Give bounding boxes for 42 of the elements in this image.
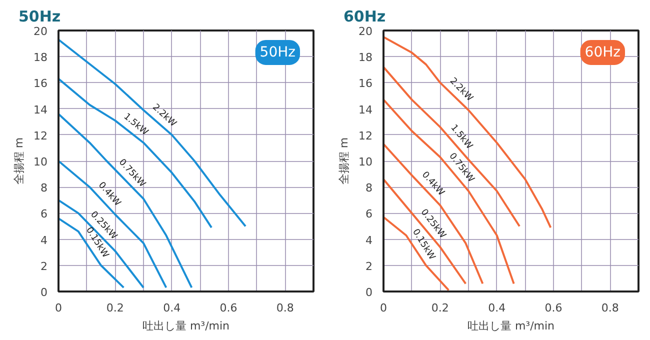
y-tick-label: 16 — [358, 77, 373, 90]
y-tick-label: 8 — [366, 182, 372, 195]
y-tick-label: 12 — [358, 129, 373, 142]
y-tick-label: 0 — [366, 286, 372, 299]
y-axis-title: 全揚程 m — [12, 137, 26, 185]
y-tick-label: 20 — [34, 25, 48, 38]
chart-title: 60Hz — [344, 8, 386, 26]
y-tick-label: 6 — [40, 208, 48, 221]
y-tick-label: 14 — [34, 103, 48, 116]
y-tick-label: 18 — [34, 51, 48, 64]
line-series — [58, 160, 168, 289]
y-tick-label: 10 — [358, 156, 373, 168]
x-tick-label: 0.6 — [220, 302, 238, 314]
chart-title: 50Hz — [18, 8, 61, 26]
y-tick-label: 20 — [358, 25, 373, 38]
annotation: 60Hz — [584, 44, 621, 60]
x-tick-label: 0 — [380, 302, 387, 314]
x-axis-title: 吐出し量 m³/min — [467, 320, 555, 332]
annotation: 50Hz — [260, 44, 296, 60]
y-tick-label: 10 — [34, 156, 48, 168]
x-tick-label: 0.2 — [106, 302, 124, 314]
y-tick-label: 4 — [40, 234, 48, 247]
x-tick-label: 0 — [55, 302, 62, 314]
y-tick-label: 0 — [40, 286, 48, 299]
y-tick-label: 6 — [366, 208, 372, 221]
y-tick-label: 14 — [358, 103, 373, 116]
line-series — [384, 98, 515, 285]
x-tick-label: 0.8 — [276, 302, 294, 314]
y-tick-label: 2 — [40, 260, 48, 273]
y-axis-title: 全揚程 m — [338, 137, 351, 185]
x-tick-label: 0.4 — [163, 302, 181, 314]
y-tick-label: 4 — [366, 234, 372, 247]
y-tick-label: 2 — [366, 260, 372, 273]
x-tick-label: 0.4 — [488, 302, 506, 314]
y-tick-label: 12 — [34, 129, 48, 142]
y-tick-label: 18 — [358, 51, 373, 64]
y-tick-label: 8 — [40, 182, 48, 195]
x-axis-title: 吐出し量 m³/min — [142, 320, 230, 332]
y-tick-label: 16 — [34, 77, 48, 90]
x-tick-label: 0.6 — [544, 302, 562, 314]
x-tick-label: 0.8 — [601, 302, 619, 314]
x-tick-label: 0.2 — [431, 302, 449, 314]
